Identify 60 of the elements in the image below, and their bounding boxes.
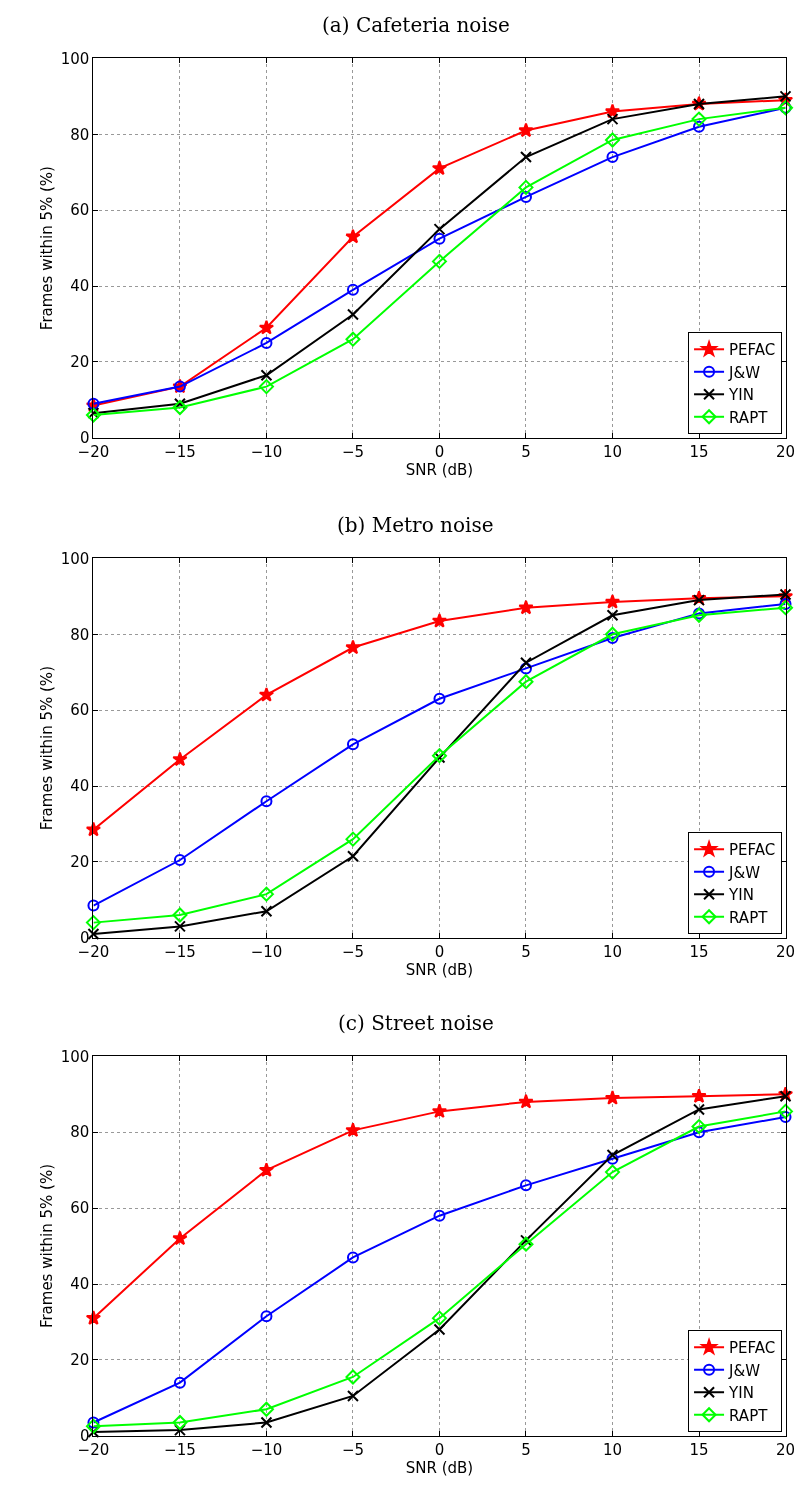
legend-label: PEFAC [729, 841, 776, 860]
x-tick-label: 15 [689, 1440, 709, 1459]
x-tick-label: 0 [434, 1440, 445, 1459]
legend-label: YIN [728, 1384, 754, 1403]
y-tick-label: 20 [70, 1351, 90, 1370]
chart-title: (b) Metro noise [337, 513, 494, 537]
y-axis-title: Frames within 5% (%) [38, 666, 57, 831]
x-tick-label: 5 [521, 1440, 531, 1459]
legend-label: RAPT [729, 408, 769, 427]
x-tick-label: 10 [602, 1440, 623, 1459]
legend-label: J&W [728, 1361, 761, 1380]
y-tick-label: 80 [70, 1123, 90, 1142]
chart-title: (c) Street noise [338, 1011, 494, 1035]
legend-label: J&W [728, 863, 761, 882]
y-tick-label: 40 [70, 777, 90, 796]
legend-label: RAPT [729, 1406, 769, 1425]
x-tick-label: 20 [775, 1440, 796, 1459]
x-tick-label: 0 [434, 442, 445, 461]
y-tick-label: 60 [70, 201, 90, 220]
x-axis-title: SNR (dB) [405, 460, 474, 479]
y-tick-label: 40 [70, 1275, 90, 1294]
chart-title: (a) Cafeteria noise [322, 13, 510, 37]
y-tick-label: 100 [60, 1047, 90, 1066]
y-tick-label: 20 [70, 353, 90, 372]
x-tick-label: 5 [521, 442, 531, 461]
legend-label: RAPT [729, 908, 769, 927]
y-tick-label: 100 [60, 49, 90, 68]
y-axis-title: Frames within 5% (%) [38, 166, 57, 331]
legend-label: J&W [728, 363, 761, 382]
x-tick-label: 15 [689, 942, 709, 961]
x-tick-label: −5 [341, 1440, 365, 1459]
x-tick-label: −10 [250, 442, 283, 461]
x-tick-label: −10 [250, 1440, 283, 1459]
x-tick-label: 0 [434, 942, 445, 961]
x-tick-label: −5 [341, 442, 365, 461]
x-tick-label: 10 [602, 942, 623, 961]
legend-label: PEFAC [729, 341, 776, 360]
y-tick-label: 100 [60, 549, 90, 568]
x-tick-label: 10 [602, 442, 623, 461]
x-tick-label: −15 [164, 442, 196, 461]
y-tick-label: 80 [70, 625, 90, 644]
legend-label: PEFAC [729, 1339, 776, 1358]
x-tick-label: −10 [250, 942, 283, 961]
y-tick-label: 40 [70, 277, 90, 296]
y-tick-label: 20 [70, 853, 90, 872]
x-tick-label: 5 [521, 942, 531, 961]
y-tick-label: 80 [70, 125, 90, 144]
x-axis-title: SNR (dB) [405, 960, 474, 979]
y-axis-title: Frames within 5% (%) [38, 1164, 57, 1329]
x-tick-label: 20 [775, 942, 796, 961]
x-tick-label: −5 [341, 942, 365, 961]
x-axis-title: SNR (dB) [405, 1458, 474, 1477]
legend-label: YIN [728, 386, 754, 405]
x-tick-label: −15 [164, 1440, 196, 1459]
x-tick-label: 15 [689, 442, 709, 461]
legend-label: YIN [728, 886, 754, 905]
x-tick-label: 20 [775, 442, 796, 461]
x-tick-label: −15 [164, 942, 196, 961]
y-tick-label: 60 [70, 1199, 90, 1218]
y-tick-label: 60 [70, 701, 90, 720]
